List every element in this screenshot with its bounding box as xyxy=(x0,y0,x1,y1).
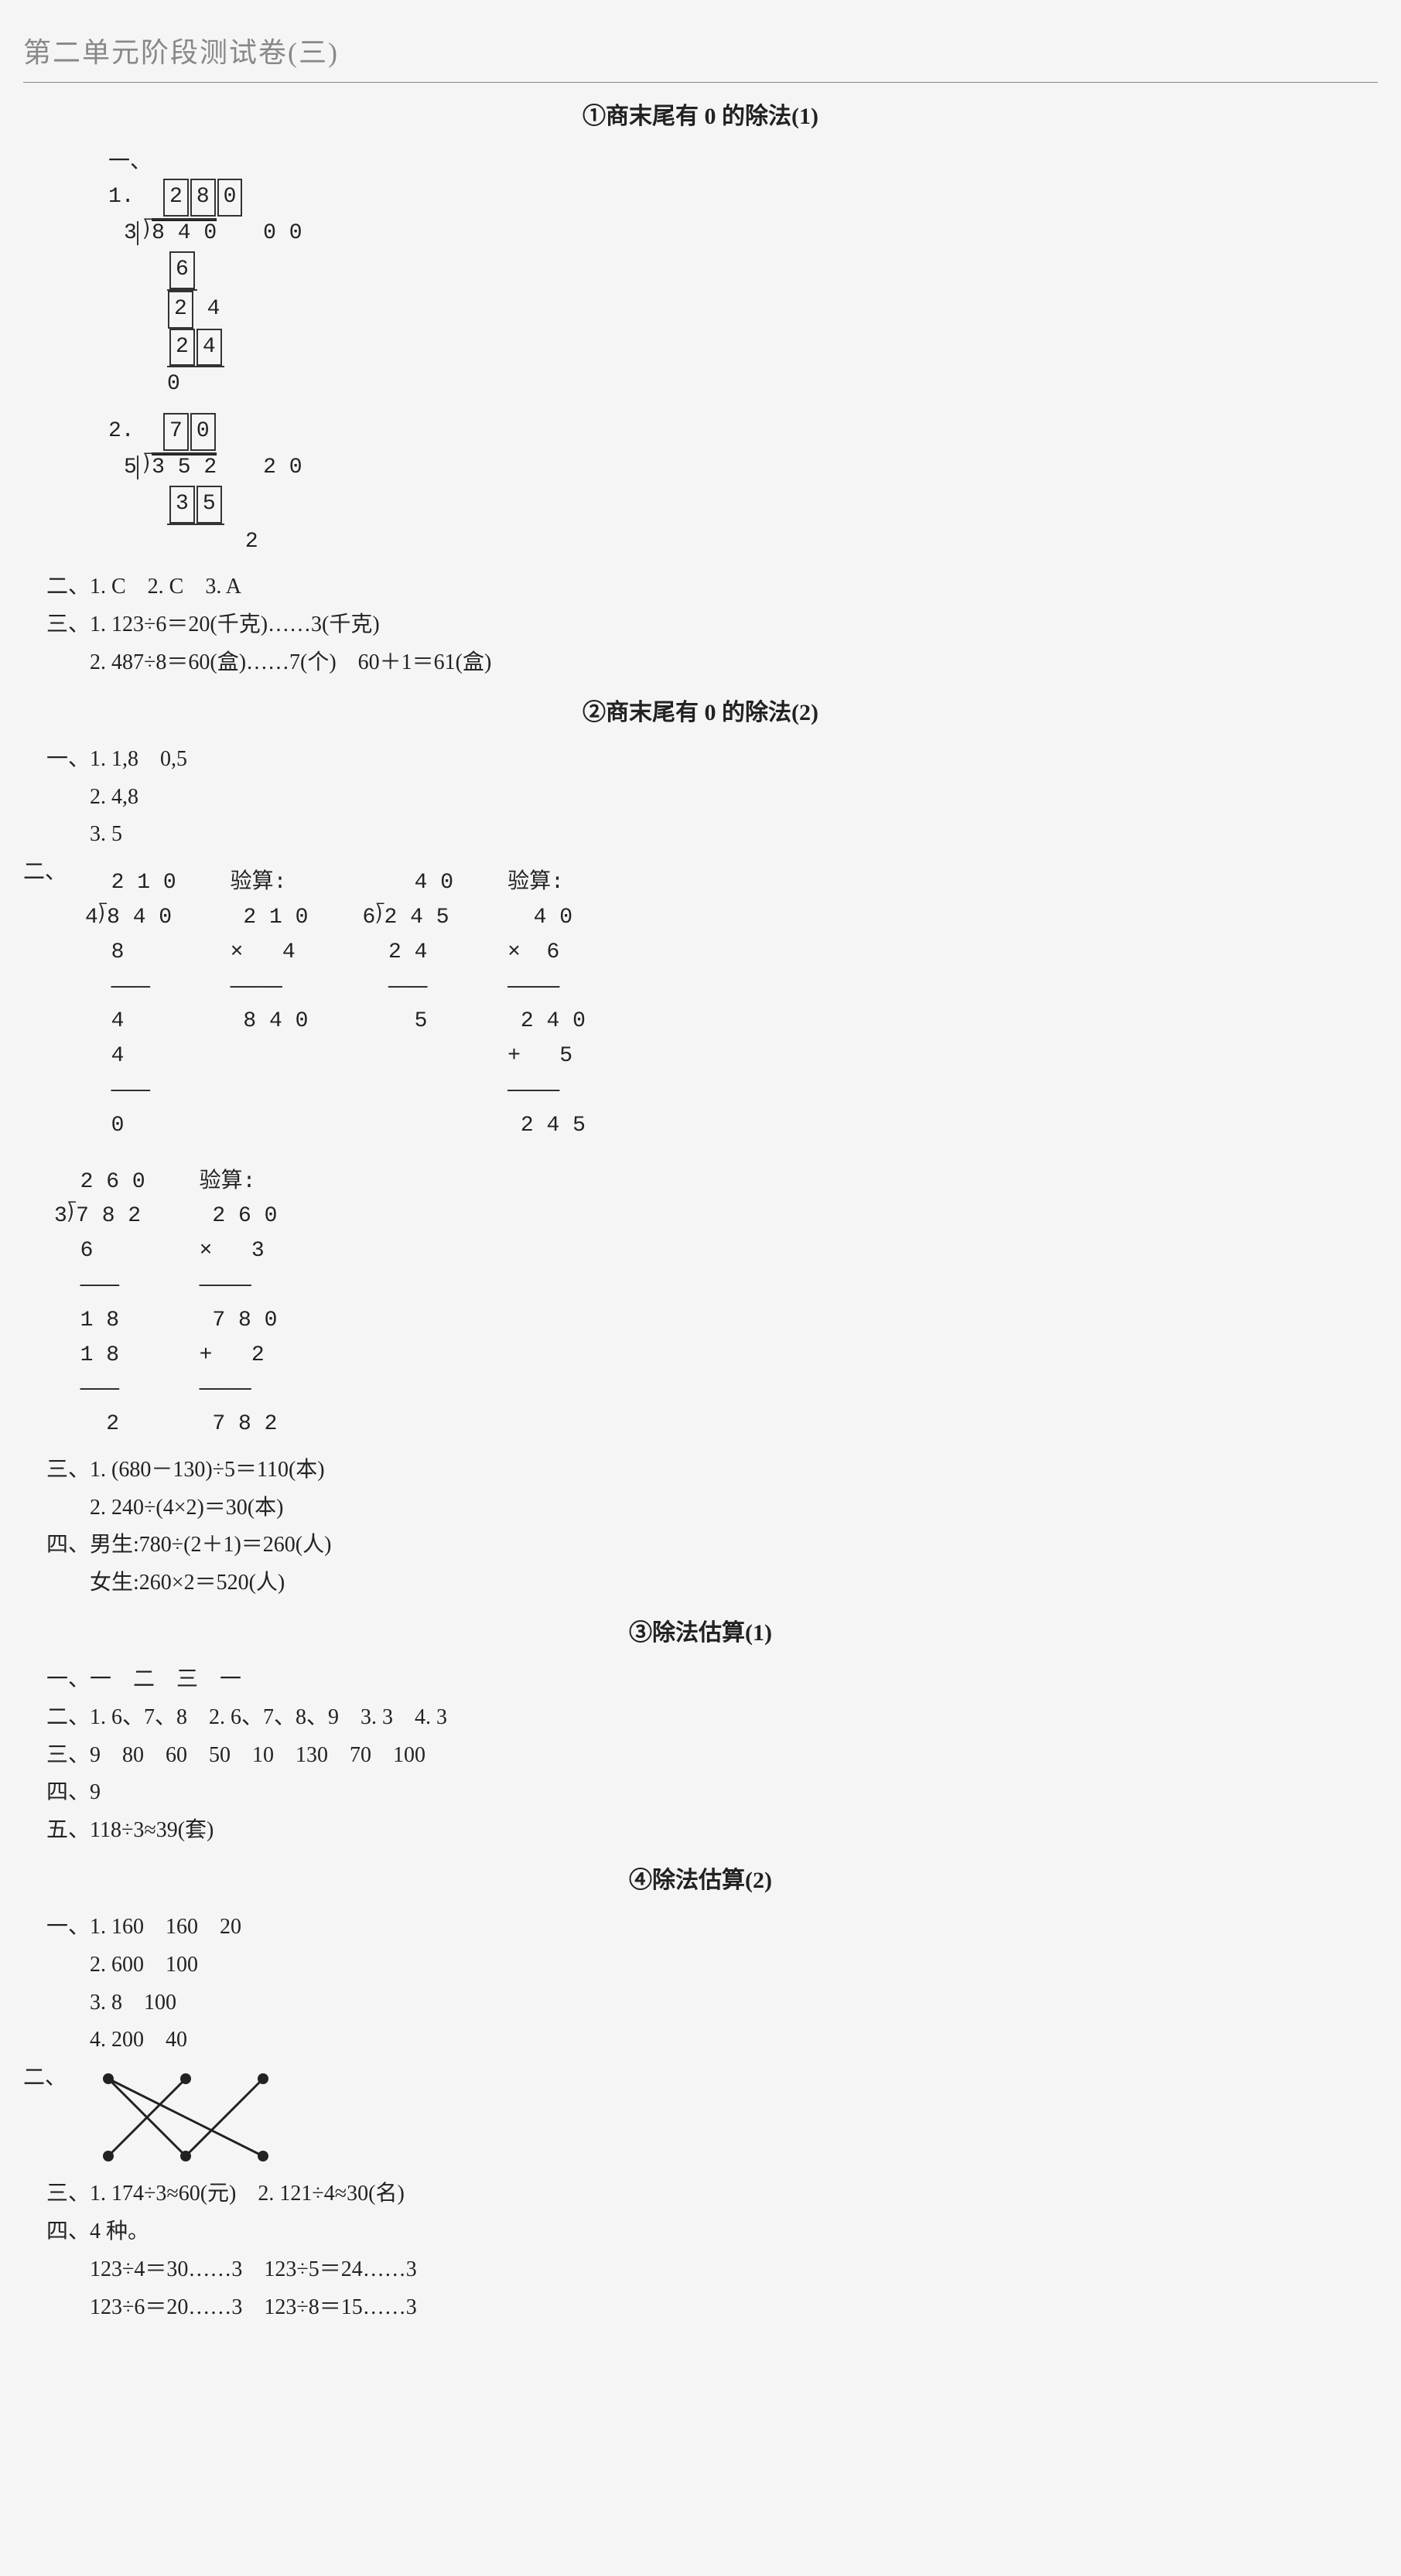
text-line: 三、1. (680－130)÷5＝110(本) xyxy=(46,1453,1378,1488)
verify-calc: 验算: 4 0 × 6 ―――― 2 4 0 + 5 ―――― 2 4 5 xyxy=(507,866,586,1143)
calc-row: 2 1 0 4⟌8 4 0 8 ――― 4 4 ――― 0 验算: 2 1 0 ×… xyxy=(85,866,586,1143)
text-line: 二、1. C 2. C 3. A xyxy=(46,570,1378,605)
text-line: 2. 600 100 xyxy=(46,1948,1378,1983)
section-heading: ②商末尾有 0 的除法(2) xyxy=(23,694,1378,732)
text-line: 2. 240÷(4×2)＝30(本) xyxy=(46,1491,1378,1526)
text-line: 四、9 xyxy=(46,1776,1378,1810)
page-title: 第二单元阶段测试卷(三) xyxy=(23,31,1378,83)
text-line: 123÷6＝20……3 123÷8＝15……3 xyxy=(46,2291,1378,2325)
text-line: 123÷4＝30……3 123÷5＝24……3 xyxy=(46,2253,1378,2288)
text-line: 一、1. 1,8 0,5 xyxy=(46,742,1378,777)
text-line: 一、1. 160 160 20 xyxy=(46,1910,1378,1945)
text-line: 2. 4,8 xyxy=(46,780,1378,815)
text-line: 四、男生:780÷(2＋1)＝260(人) xyxy=(46,1528,1378,1563)
text-line: 3. 8 100 xyxy=(46,1986,1378,2021)
content-root: ①商末尾有 0 的除法(1)一、1.2803⟌8 4 00 062 42402.… xyxy=(23,98,1378,2325)
text-line: 三、9 80 60 50 10 130 70 100 xyxy=(46,1738,1378,1773)
long-division: 一、1.2803⟌8 4 00 062 4240 xyxy=(70,146,1378,403)
section-heading: ④除法估算(2) xyxy=(23,1862,1378,1899)
long-division-small: 2 1 0 4⟌8 4 0 8 ――― 4 4 ――― 0 xyxy=(85,866,176,1143)
text-line: 2. 487÷8＝60(盒)……7(个) 60＋1＝61(盒) xyxy=(46,646,1378,681)
text-line: 五、118÷3≈39(套) xyxy=(46,1813,1378,1848)
long-division: 2.705⟌3 5 22 035 2 xyxy=(70,413,1378,559)
section-heading: ③除法估算(1) xyxy=(23,1615,1378,1652)
text-line: 3. 5 xyxy=(46,817,1378,852)
item-label: 二、 xyxy=(23,855,54,890)
text-line: 三、1. 174÷3≈60(元) 2. 121÷4≈30(名) xyxy=(46,2177,1378,2212)
verify-calc: 验算: 2 1 0 × 4 ―――― 8 4 0 xyxy=(231,866,309,1143)
long-division-small: 2 6 0 3⟌7 8 2 6 ――― 1 8 1 8 ――― 2 xyxy=(54,1165,145,1442)
text-line: 4. 200 40 xyxy=(46,2023,1378,2058)
text-line: 四、4 种。 xyxy=(46,2215,1378,2250)
text-line: 二、1. 6、7、8 2. 6、7、8、9 3. 3 4. 3 xyxy=(46,1701,1378,1735)
text-line: 女生:260×2＝520(人) xyxy=(46,1566,1378,1601)
matching-diagram xyxy=(85,2067,317,2168)
calc-row: 2 6 0 3⟌7 8 2 6 ――― 1 8 1 8 ――― 2 验算: 2 6… xyxy=(54,1165,1378,1442)
text-line: 一、一 二 三 一 xyxy=(46,1663,1378,1697)
text-line: 三、1. 123÷6＝20(千克)……3(千克) xyxy=(46,608,1378,643)
item-label: 二、 xyxy=(23,2061,54,2096)
section-heading: ①商末尾有 0 的除法(1) xyxy=(23,98,1378,135)
long-division-small: 4 0 6⟌2 4 5 2 4 ――― 5 xyxy=(362,866,453,1143)
verify-calc: 验算: 2 6 0 × 3 ―――― 7 8 0 + 2 ―――― 7 8 2 xyxy=(200,1165,278,1442)
